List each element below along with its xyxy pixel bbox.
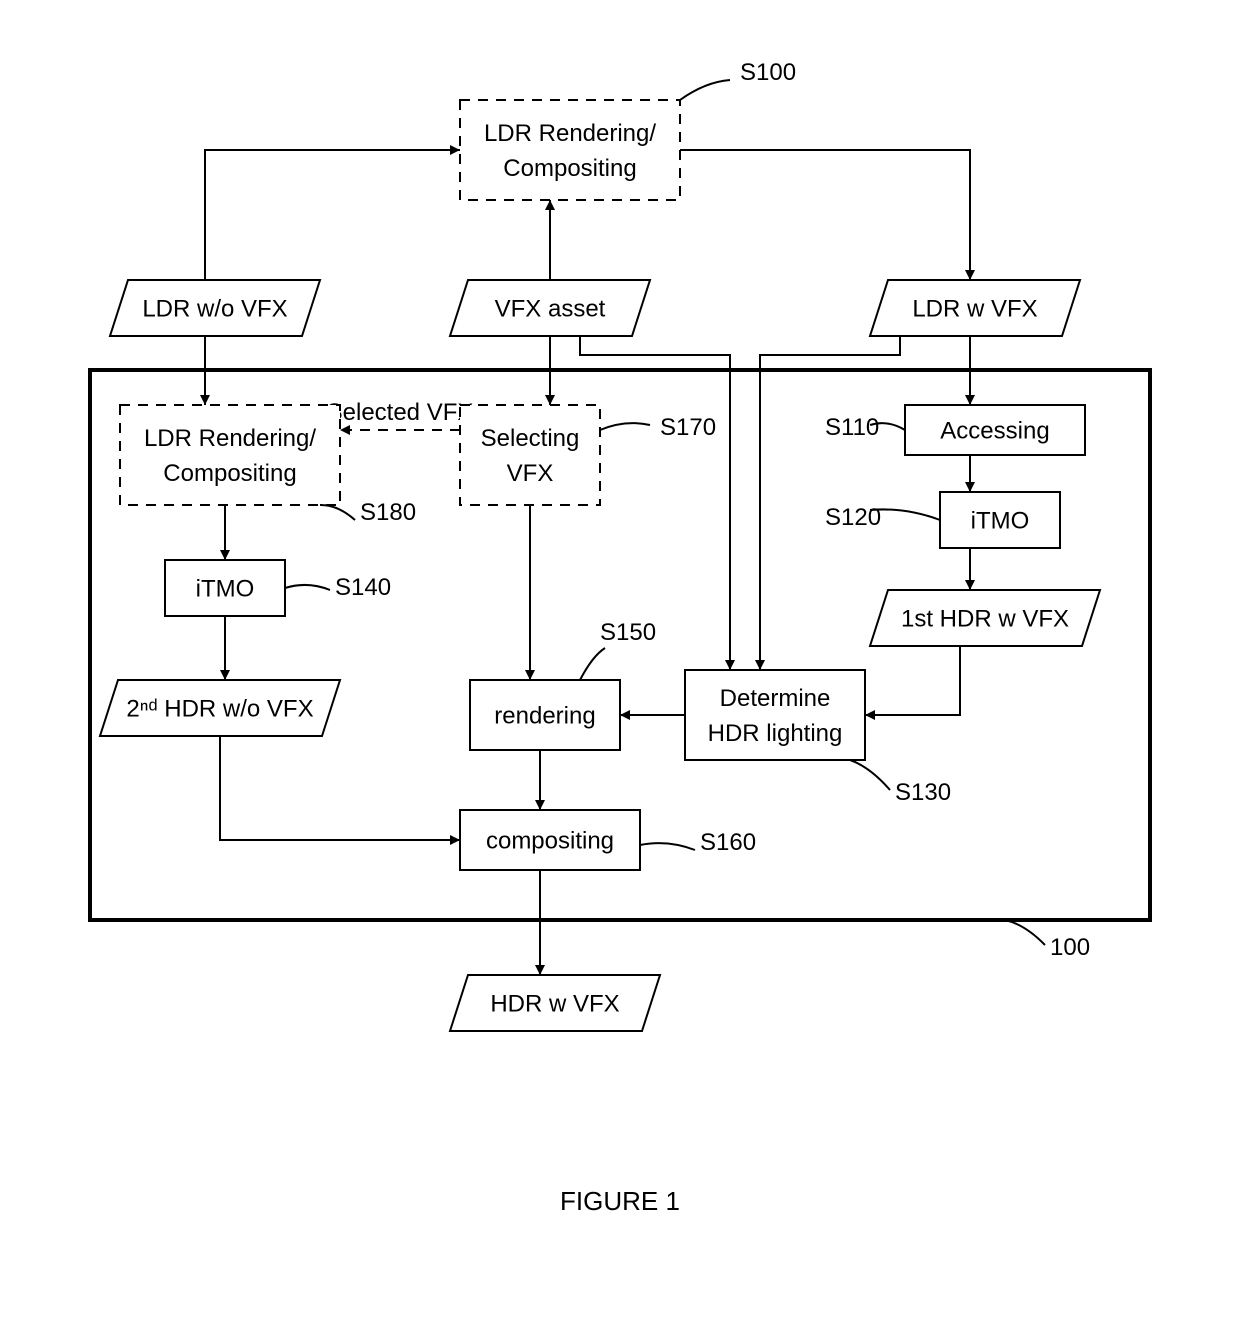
node-second_hdr: 2ⁿᵈ HDR w/o VFX — [100, 680, 340, 736]
node-s100: LDR Rendering/Compositing — [460, 100, 680, 200]
figure-caption: FIGURE 1 — [560, 1186, 680, 1216]
callout — [1005, 920, 1045, 945]
edge-label: Selected VFX — [327, 399, 474, 426]
node-text: LDR w/o VFX — [142, 295, 287, 322]
callout — [320, 505, 355, 520]
node-text: rendering — [494, 702, 595, 729]
node-text: Compositing — [163, 460, 296, 487]
node-text: Selecting — [481, 425, 580, 452]
node-text: iTMO — [971, 507, 1030, 534]
callout — [600, 423, 650, 430]
step-label: S140 — [335, 574, 391, 601]
node-s180: LDR Rendering/Compositing — [120, 405, 340, 505]
node-text: Accessing — [940, 417, 1049, 444]
node-text: Compositing — [503, 155, 636, 182]
callout — [580, 648, 605, 680]
node-text: LDR Rendering/ — [144, 425, 316, 452]
node-text: 1st HDR w VFX — [901, 605, 1069, 632]
node-s170: Selecting VFX — [460, 405, 600, 505]
node-text: iTMO — [196, 575, 255, 602]
node-text: 2ⁿᵈ HDR w/o VFX — [126, 695, 313, 722]
step-label: S180 — [360, 499, 416, 526]
step-label: S150 — [600, 619, 656, 646]
node-ldr_w_vfx: LDR w VFX — [870, 280, 1080, 336]
edge — [680, 150, 970, 280]
node-text: compositing — [486, 827, 614, 854]
container-label: 100 — [1050, 934, 1090, 961]
callout — [680, 80, 730, 100]
callout — [285, 585, 330, 590]
node-text: VFX — [507, 460, 554, 487]
node-text: VFX asset — [495, 295, 606, 322]
node-compositing: compositing — [460, 810, 640, 870]
step-label: S170 — [660, 414, 716, 441]
node-ldr_wo_vfx: LDR w/o VFX — [110, 280, 320, 336]
node-text: Determine — [720, 685, 831, 712]
edge — [205, 150, 460, 280]
node-first_hdr: 1st HDR w VFX — [870, 590, 1100, 646]
step-label: S160 — [700, 829, 756, 856]
node-itmo_left: iTMO — [165, 560, 285, 616]
node-text: HDR w VFX — [490, 990, 619, 1017]
step-label: S100 — [740, 59, 796, 86]
node-accessing: Accessing — [905, 405, 1085, 455]
node-itmo_right: iTMO — [940, 492, 1060, 548]
step-label: S110 — [825, 414, 879, 441]
step-label: S120 — [825, 504, 881, 531]
node-text: HDR lighting — [708, 720, 843, 747]
node-text: LDR Rendering/ — [484, 120, 656, 147]
node-hdr_w_vfx: HDR w VFX — [450, 975, 660, 1031]
node-text: LDR w VFX — [912, 295, 1037, 322]
step-label: S130 — [895, 779, 951, 806]
callout — [850, 760, 890, 790]
node-vfx_asset: VFX asset — [450, 280, 650, 336]
node-determine: Determine HDR lighting — [685, 670, 865, 760]
node-rendering: rendering — [470, 680, 620, 750]
edge — [865, 646, 960, 715]
edge — [220, 736, 460, 840]
callout — [640, 843, 695, 850]
